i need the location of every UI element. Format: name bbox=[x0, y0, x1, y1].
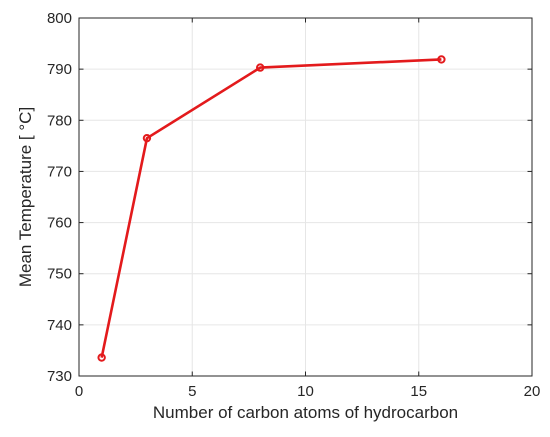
x-tick-label: 10 bbox=[297, 383, 314, 400]
data-point-marker bbox=[97, 353, 106, 362]
y-tick-label: 730 bbox=[47, 368, 72, 385]
data-point-marker bbox=[142, 133, 152, 143]
x-tick-label: 20 bbox=[524, 383, 541, 400]
series-line bbox=[100, 58, 442, 358]
y-tick-label: 790 bbox=[47, 61, 72, 78]
data-point-marker bbox=[256, 63, 265, 72]
x-tick-label: 15 bbox=[410, 383, 427, 400]
x-tick-label: 0 bbox=[75, 383, 83, 400]
series-layer bbox=[97, 55, 446, 362]
y-tick-label: 780 bbox=[47, 112, 72, 129]
data-point-marker bbox=[437, 55, 446, 64]
y-tick-label: 740 bbox=[47, 317, 72, 334]
y-tick-label: 760 bbox=[47, 215, 72, 232]
x-tick-label: 5 bbox=[188, 383, 196, 400]
y-tick-label: 750 bbox=[47, 266, 72, 283]
y-tick-label: 770 bbox=[47, 163, 72, 180]
axis-ticks: 0 5 10 15 20 730 740 750 760 770 780 790 800 bbox=[47, 10, 540, 400]
y-axis-label: Mean Temperature [ °C] bbox=[16, 107, 35, 287]
y-tick-label: 800 bbox=[47, 10, 72, 27]
x-axis-label: Number of carbon atoms of hydrocarbon bbox=[153, 403, 458, 422]
grid-lines bbox=[78, 17, 533, 377]
